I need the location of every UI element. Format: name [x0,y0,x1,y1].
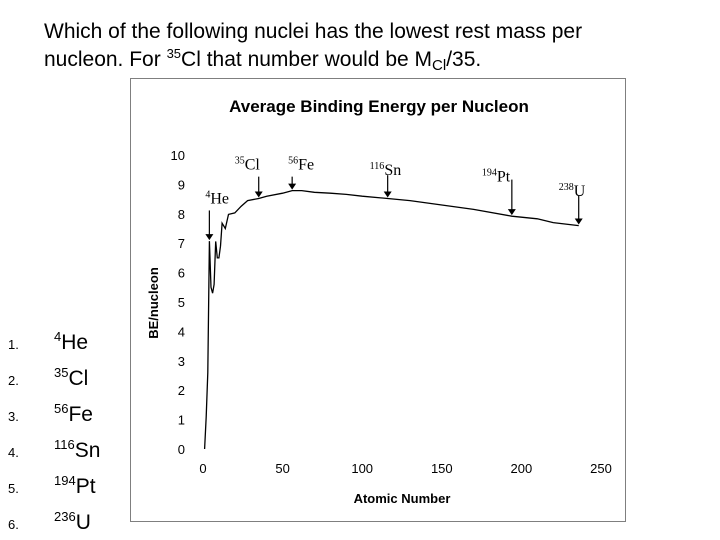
annotation-element: Sn [384,162,401,179]
option-number: 4. [8,445,19,460]
annotation-mass-number: 238 [559,182,574,193]
mass-number-superscript: 4 [54,329,62,344]
option-nuclide: 56Fe [54,401,93,427]
x-tick-labels: 0 50 100 150 200 250 [199,461,611,476]
answer-option[interactable]: 6. 236U [6,505,126,539]
question-line-2: nucleon. For 35Cl that number would be M… [44,46,684,74]
question-text-part: Cl that number would be M [181,48,433,71]
annotation-arrowhead [254,191,263,198]
answer-option[interactable]: 4. 116Sn [6,433,126,467]
y-tick-label: 4 [178,324,185,339]
nuclide-annotation: 4He [205,189,229,241]
annotation-arrowhead [288,183,297,190]
x-tick-label: 150 [431,461,453,476]
answer-option[interactable]: 1. 4He [6,325,126,359]
y-tick-label: 7 [178,236,185,251]
element-symbol: He [61,331,89,354]
annotation-element: U [574,183,586,200]
annotation-mass-number: 116 [370,161,385,172]
chart-title: Average Binding Energy per Nucleon [229,97,529,116]
option-number: 2. [8,373,19,388]
y-axis-label: BE/nucleon [146,267,161,339]
option-number: 3. [8,409,19,424]
x-tick-label: 50 [275,461,289,476]
option-number: 6. [8,517,19,532]
option-nuclide: 35Cl [54,365,89,391]
question-text-part: nucleon. For [44,48,167,71]
annotation-element: Pt [497,169,511,186]
chart-frame: Average Binding Energy per Nucleon Atomi… [130,78,626,522]
mass-number-superscript: 35 [54,365,69,380]
element-symbol: Sn [74,439,101,462]
annotation-mass-number: 194 [482,168,497,179]
option-nuclide: 116Sn [54,437,101,463]
option-number: 1. [8,337,19,352]
question-text-part: /35. [446,48,482,71]
option-number: 5. [8,481,19,496]
annotation-label: 194Pt [482,168,511,186]
mass-number-superscript: 56 [54,401,69,416]
annotation-mass-number: 4 [205,189,210,200]
nuclide-annotation: 238U [559,182,586,225]
annotation-arrowhead [574,218,583,225]
annotation-mass-number: 56 [288,156,298,167]
x-tick-label: 0 [199,461,206,476]
annotation-element: He [210,190,229,207]
binding-energy-chart: Average Binding Energy per Nucleon Atomi… [146,97,612,506]
mass-number-superscript: 194 [54,473,76,488]
annotation-element: Fe [298,157,314,174]
y-tick-label: 8 [178,207,185,222]
y-tick-label: 6 [178,266,185,281]
option-nuclide: 194Pt [54,473,96,499]
series-line [203,189,579,450]
element-symbol: Cl [68,367,89,390]
annotation-label: 4He [205,189,229,207]
annotation-group: 4He 35Cl 56Fe 116Sn 194Pt 238U [205,156,586,241]
nuclide-annotation: 35Cl [235,156,263,198]
annotation-label: 116Sn [370,161,402,179]
x-tick-label: 100 [351,461,373,476]
question-line-1: Which of the following nuclei has the lo… [44,20,583,43]
element-symbol: U [75,511,91,534]
nuclide-annotation: 56Fe [288,156,314,190]
answer-option[interactable]: 5. 194Pt [6,469,126,503]
y-tick-label: 1 [178,413,185,428]
option-nuclide: 236U [54,509,91,535]
y-tick-labels: 0 1 2 3 4 5 6 7 8 9 10 [171,148,185,457]
y-tick-label: 5 [178,295,185,310]
annotation-arrowhead [205,234,214,241]
nuclide-annotation: 194Pt [482,168,516,216]
mass-number-superscript: 116 [54,437,75,452]
answer-option[interactable]: 2. 35Cl [6,361,126,395]
mass-number-superscript: 35 [166,46,182,61]
annotation-label: 238U [559,182,586,200]
annotation-label: 35Cl [235,156,261,174]
answer-option[interactable]: 3. 56Fe [6,397,126,431]
annotation-arrowhead [507,209,516,216]
x-axis-label: Atomic Number [354,491,451,506]
y-tick-label: 3 [178,354,185,369]
nuclide-annotation: 116Sn [370,161,402,198]
y-tick-label: 2 [178,383,185,398]
element-symbol: Fe [68,403,93,426]
annotation-arrowhead [383,191,392,198]
annotation-element: Cl [245,157,261,174]
series-group [203,189,579,450]
annotation-mass-number: 35 [235,156,245,167]
element-subscript: Cl [432,57,447,74]
x-tick-label: 200 [511,461,533,476]
question-text: Which of the following nuclei has the lo… [44,18,684,74]
annotation-label: 56Fe [288,156,314,174]
x-tick-label: 250 [590,461,612,476]
y-tick-label: 9 [178,177,185,192]
option-nuclide: 4He [54,329,89,355]
element-symbol: Pt [75,475,96,498]
y-tick-label: 10 [171,148,185,163]
y-tick-label: 0 [178,442,185,457]
mass-number-superscript: 236 [54,509,76,524]
